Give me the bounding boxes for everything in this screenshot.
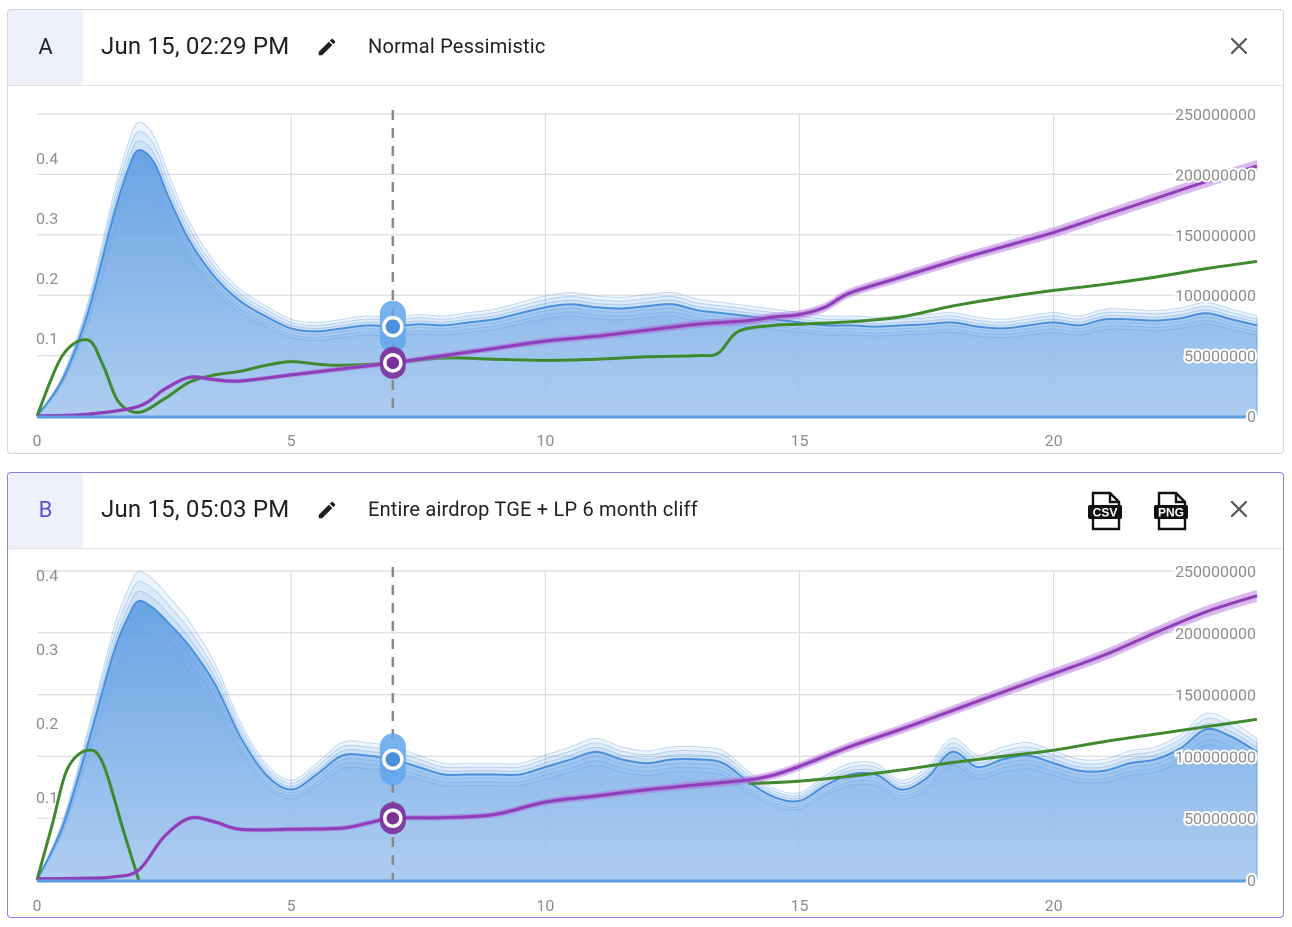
y-left-tick-label: 0.3 — [36, 209, 58, 228]
close-icon[interactable] — [1227, 497, 1251, 521]
csv-file-icon[interactable]: CSV — [1087, 491, 1123, 531]
x-tick-label: 10 — [536, 431, 554, 450]
price-area-band — [36, 158, 1258, 417]
price-marker — [382, 748, 404, 771]
price-line — [36, 599, 1258, 881]
y-right-tick-label: 50000000 — [1184, 347, 1256, 366]
run-timestamp: Jun 15, 05:03 PM — [101, 495, 290, 523]
x-tick-label: 0 — [33, 896, 42, 915]
y-left-tick-label: 0.2 — [36, 269, 58, 288]
token-chart[interactable]: 0.1 0.2 0.3 0.4 0 50000000 100000000 150000000 2… — [8, 549, 1284, 917]
pencil-icon[interactable] — [316, 36, 338, 58]
price-area-band — [35, 168, 1258, 417]
y-right-tick-label: 0 — [1247, 407, 1256, 426]
price-area-band — [36, 610, 1258, 881]
circulating-supply-line — [35, 259, 1258, 417]
run-timestamp: Jun 15, 02:29 PM — [101, 32, 290, 60]
x-tick-label: 20 — [1045, 896, 1063, 915]
price-line — [36, 149, 1258, 417]
panel-letter: A — [8, 10, 83, 85]
x-tick-label: 15 — [791, 431, 809, 450]
x-tick-label: 15 — [791, 896, 809, 915]
y-right-tick-label: 100000000 — [1175, 286, 1256, 305]
y-left-tick-label: 0.1 — [36, 329, 58, 348]
y-left-tick-label: 0.4 — [36, 149, 58, 168]
token-chart[interactable]: 0.1 0.2 0.3 0.4 0 50000000 100000000 150000000 2… — [8, 86, 1284, 454]
supply-line — [36, 164, 1258, 418]
scenario-name: Normal Pessimistic — [368, 34, 546, 58]
y-left-tick-label: 0.2 — [36, 714, 58, 733]
y-right-tick-label: 50000000 — [1184, 809, 1256, 828]
csv-label: CSV — [1093, 506, 1118, 520]
price-area-band — [36, 620, 1258, 881]
png-file-icon[interactable]: PNG — [1153, 491, 1189, 531]
panel-header: B Jun 15, 05:03 PM Entire airdrop TGE + … — [8, 473, 1283, 549]
circulating-supply-line — [748, 717, 1258, 786]
scenario-name: Entire airdrop TGE + LP 6 month cliff — [368, 497, 698, 521]
circulating-supply-line — [35, 748, 141, 881]
x-tick-label: 5 — [287, 896, 296, 915]
panel-header: A Jun 15, 02:29 PM Normal Pessimistic — [8, 10, 1283, 86]
comparison-panel-b: B Jun 15, 05:03 PM Entire airdrop TGE + … — [7, 472, 1284, 918]
y-right-tick-label: 100000000 — [1175, 747, 1256, 766]
y-right-tick-label: 200000000 — [1175, 165, 1256, 184]
y-left-tick-label: 0.1 — [36, 788, 58, 807]
y-left-tick-label: 0.3 — [36, 640, 58, 659]
y-left-tick-label: 0.4 — [36, 566, 58, 585]
price-area-band — [35, 177, 1258, 417]
comparison-panel-a: A Jun 15, 02:29 PM Normal Pessimistic 0.… — [7, 9, 1284, 454]
price-area-band — [36, 629, 1258, 881]
supply-line — [36, 594, 1258, 881]
price-marker — [382, 315, 404, 338]
y-right-tick-label: 250000000 — [1175, 105, 1256, 124]
x-tick-label: 5 — [287, 431, 296, 450]
x-tick-label: 0 — [33, 431, 42, 450]
supply-marker — [383, 353, 403, 373]
close-icon[interactable] — [1227, 34, 1251, 58]
panel-letter: B — [8, 473, 83, 548]
y-right-tick-label: 150000000 — [1175, 226, 1256, 245]
x-tick-label: 20 — [1045, 431, 1063, 450]
pencil-icon[interactable] — [316, 499, 338, 521]
x-tick-label: 10 — [536, 896, 554, 915]
y-right-tick-label: 0 — [1247, 871, 1256, 890]
y-right-tick-label: 200000000 — [1175, 624, 1256, 643]
y-right-tick-label: 250000000 — [1175, 562, 1256, 581]
y-right-tick-label: 150000000 — [1175, 686, 1256, 705]
png-label: PNG — [1158, 506, 1184, 520]
supply-marker — [383, 808, 403, 828]
